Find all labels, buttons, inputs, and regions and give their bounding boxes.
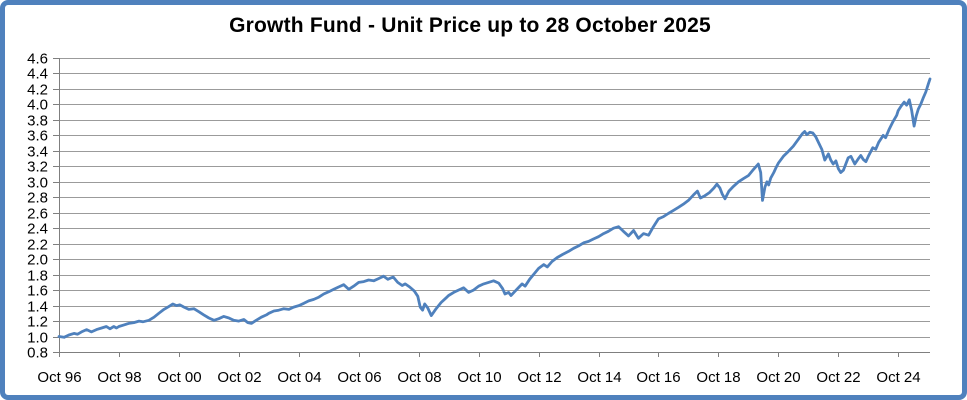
y-axis-tick-label: 1.0 <box>27 330 48 347</box>
x-axis-tick-label: Oct 10 <box>457 369 501 386</box>
y-axis-tick-label: 1.8 <box>27 268 48 285</box>
y-axis-tick-label: 1.4 <box>27 299 48 316</box>
y-axis-tick-label: 3.2 <box>27 159 48 176</box>
y-axis-tick-label: 2.6 <box>27 206 48 223</box>
y-axis-tick-label: 1.2 <box>27 314 48 331</box>
x-axis-tick-label: Oct 02 <box>217 369 261 386</box>
x-axis-tick-label: Oct 16 <box>636 369 680 386</box>
y-axis-tick-label: 0.8 <box>27 345 48 362</box>
x-axis-tick-label: Oct 24 <box>876 369 920 386</box>
y-axis-tick-label: 4.2 <box>27 82 48 99</box>
x-axis-tick-label: Oct 00 <box>157 369 201 386</box>
x-axis-tick-label: Oct 08 <box>397 369 441 386</box>
y-axis-tick-label: 3.8 <box>27 113 48 130</box>
y-axis-tick-label: 1.6 <box>27 283 48 300</box>
y-axis-tick-label: 4.6 <box>27 51 48 68</box>
x-axis-tick-label: Oct 04 <box>277 369 321 386</box>
y-axis-tick-label: 2.0 <box>27 252 48 269</box>
y-axis-tick-label: 2.4 <box>27 221 48 238</box>
y-axis-tick-label: 3.4 <box>27 144 48 161</box>
x-axis-tick-label: Oct 06 <box>337 369 381 386</box>
x-axis-tick-label: Oct 18 <box>696 369 740 386</box>
unit-price-line-series <box>57 77 932 339</box>
y-axis-tick-label: 2.8 <box>27 190 48 207</box>
y-axis-tick-label: 4.4 <box>27 66 48 83</box>
y-axis-tick-label: 3.0 <box>27 175 48 192</box>
y-axis-tick-label: 4.0 <box>27 97 48 114</box>
y-axis-tick-label: 2.2 <box>27 237 48 254</box>
x-axis-tick-label: Oct 20 <box>756 369 800 386</box>
y-axis-tick-label: 3.6 <box>27 128 48 145</box>
x-axis-tick-label: Oct 12 <box>517 369 561 386</box>
x-axis-tick-label: Oct 22 <box>816 369 860 386</box>
x-axis-tick-label: Oct 98 <box>97 369 141 386</box>
x-axis-tick-label: Oct 96 <box>37 369 81 386</box>
chart-title: Growth Fund - Unit Price up to 28 Octobe… <box>229 14 711 37</box>
x-axis-tick-label: Oct 14 <box>577 369 621 386</box>
